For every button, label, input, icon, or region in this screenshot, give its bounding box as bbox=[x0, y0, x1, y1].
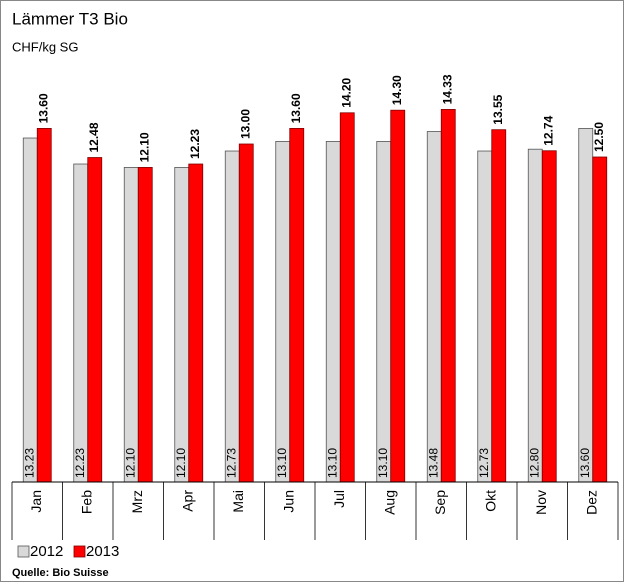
chart-title: Lämmer T3 Bio bbox=[12, 9, 128, 28]
value-label: 12.10 bbox=[137, 132, 151, 162]
value-label: 14.33 bbox=[440, 74, 454, 104]
bar bbox=[123, 166, 139, 483]
value-label: 12.23 bbox=[73, 448, 87, 478]
x-tick-label: Apr bbox=[179, 490, 195, 512]
value-label: 12.74 bbox=[541, 115, 555, 145]
bar bbox=[174, 166, 190, 483]
bar bbox=[275, 140, 291, 483]
value-label: 14.30 bbox=[390, 75, 404, 105]
bar bbox=[491, 129, 507, 483]
x-tick-label: Dez bbox=[583, 490, 599, 515]
value-label: 13.00 bbox=[238, 109, 252, 139]
value-label: 12.10 bbox=[174, 448, 188, 478]
bar bbox=[390, 109, 406, 483]
x-tick-label: Sep bbox=[432, 490, 448, 515]
x-tick-label: Jul bbox=[331, 490, 347, 508]
value-label: 12.73 bbox=[224, 448, 238, 478]
bar bbox=[376, 140, 392, 483]
x-tick-label: Mai bbox=[230, 490, 246, 513]
bar bbox=[238, 143, 254, 483]
source: Quelle: Bio Suisse bbox=[12, 567, 109, 579]
legend-swatch bbox=[73, 545, 86, 558]
value-label: 13.48 bbox=[426, 448, 440, 478]
bar bbox=[325, 140, 341, 483]
x-tick-label: Nov bbox=[533, 490, 549, 515]
bar bbox=[73, 163, 89, 483]
bar bbox=[477, 150, 493, 483]
value-label: 13.55 bbox=[491, 94, 505, 124]
value-label: 13.23 bbox=[22, 448, 36, 478]
value-label: 13.10 bbox=[376, 448, 390, 478]
value-label: 12.73 bbox=[477, 448, 491, 478]
bar bbox=[87, 157, 103, 483]
value-label: 12.50 bbox=[592, 122, 606, 152]
bar bbox=[289, 127, 305, 483]
value-label: 12.10 bbox=[123, 448, 137, 478]
x-tick-label: Jan bbox=[28, 490, 44, 513]
x-tick-label: Feb bbox=[78, 490, 94, 514]
x-tick-label: Okt bbox=[482, 490, 498, 512]
bar bbox=[578, 127, 594, 483]
bar bbox=[36, 127, 52, 483]
value-label: 12.48 bbox=[87, 122, 101, 152]
bar bbox=[592, 156, 608, 483]
x-tick-label: Jun bbox=[280, 490, 296, 513]
value-label: 13.10 bbox=[275, 448, 289, 478]
bar bbox=[224, 150, 240, 483]
bar bbox=[426, 131, 442, 483]
bar bbox=[22, 137, 38, 483]
bar bbox=[339, 112, 355, 483]
bar bbox=[137, 166, 153, 483]
bar bbox=[440, 109, 456, 483]
value-label: 13.10 bbox=[325, 448, 339, 478]
value-label: 12.23 bbox=[188, 129, 202, 159]
value-label: 12.80 bbox=[527, 448, 541, 478]
x-tick-label: Aug bbox=[381, 490, 397, 515]
value-label: 14.20 bbox=[339, 77, 353, 107]
legend-label: 2013 bbox=[86, 543, 119, 560]
legend-label: 2012 bbox=[30, 543, 63, 560]
chart-subtitle: CHF/kg SG bbox=[12, 39, 78, 54]
value-label: 13.60 bbox=[289, 93, 303, 123]
bar bbox=[188, 163, 204, 483]
bar bbox=[541, 150, 557, 483]
value-label: 13.60 bbox=[36, 93, 50, 123]
bar bbox=[527, 148, 543, 483]
value-label: 13.60 bbox=[578, 448, 592, 478]
legend-swatch bbox=[17, 545, 30, 558]
x-tick-label: Mrz bbox=[129, 490, 145, 513]
